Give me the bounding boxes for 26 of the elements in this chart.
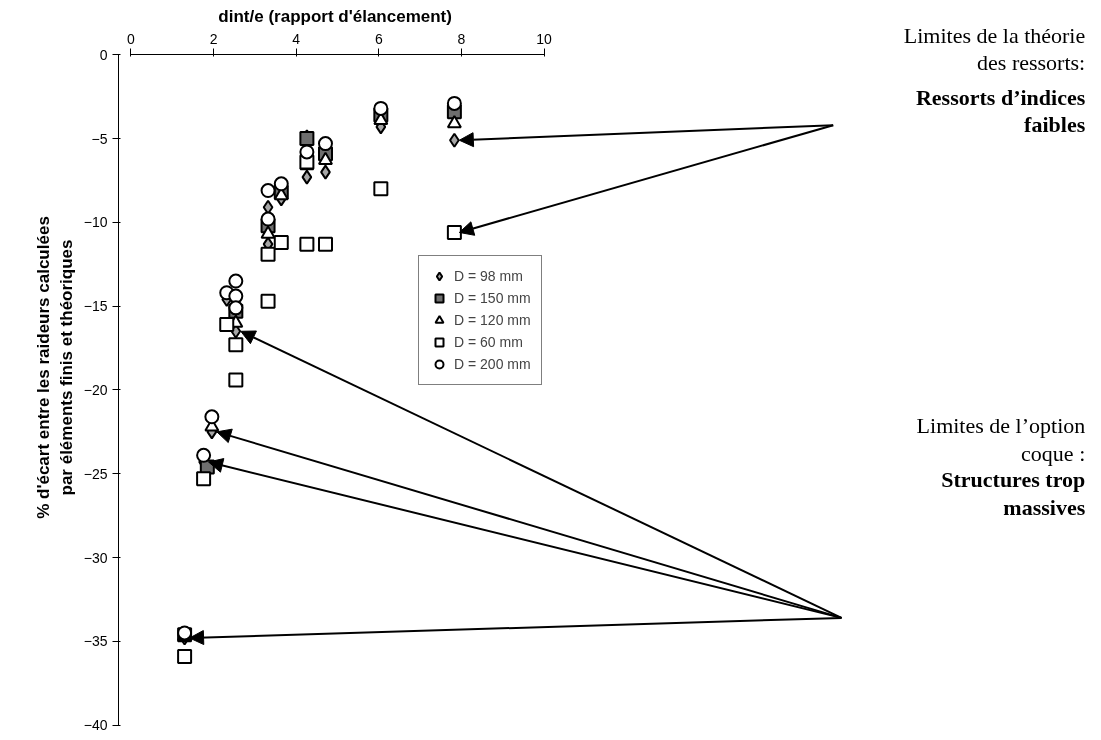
- y-tick-label: −5: [91, 130, 108, 147]
- y-tick-label: −10: [83, 214, 108, 231]
- x-tick-label: 8: [457, 30, 466, 47]
- x-tick-label: 0: [127, 30, 135, 47]
- y-tick-label: −20: [83, 381, 108, 398]
- y-tick-label: −30: [83, 549, 108, 566]
- y-tick-label: −15: [83, 298, 108, 315]
- x-tick-label: 2: [209, 30, 218, 47]
- legend-label: D = 60 mm: [454, 334, 523, 350]
- x-tick-label: 4: [292, 30, 301, 47]
- legend-label: D = 200 mm: [454, 356, 531, 372]
- y-tick-label: −40: [83, 717, 108, 734]
- text: Limites de la théorie des ressorts:: [903, 22, 1086, 76]
- x-axis-title: dint/e (rapport d'élancement): [218, 6, 452, 26]
- x-tick-label: 6: [374, 30, 383, 47]
- y-axis-title: % d'écart entre les raideurs calculées par éléments finis et théoriques: [33, 216, 76, 519]
- legend-label: D = 98 mm: [454, 268, 523, 284]
- y-tick-label: −35: [83, 633, 108, 650]
- x-tick-label: 10: [536, 30, 553, 47]
- y-tick-label: −25: [83, 465, 108, 482]
- y-tick-label: 0: [99, 46, 108, 63]
- legend-label: D = 150 mm: [454, 290, 531, 306]
- text: Limites de l’option coque :: [916, 413, 1086, 466]
- text: Ressorts d’indices faibles: [915, 84, 1086, 138]
- text: Structures trop massives: [941, 467, 1086, 520]
- legend-label: D = 120 mm: [454, 312, 531, 328]
